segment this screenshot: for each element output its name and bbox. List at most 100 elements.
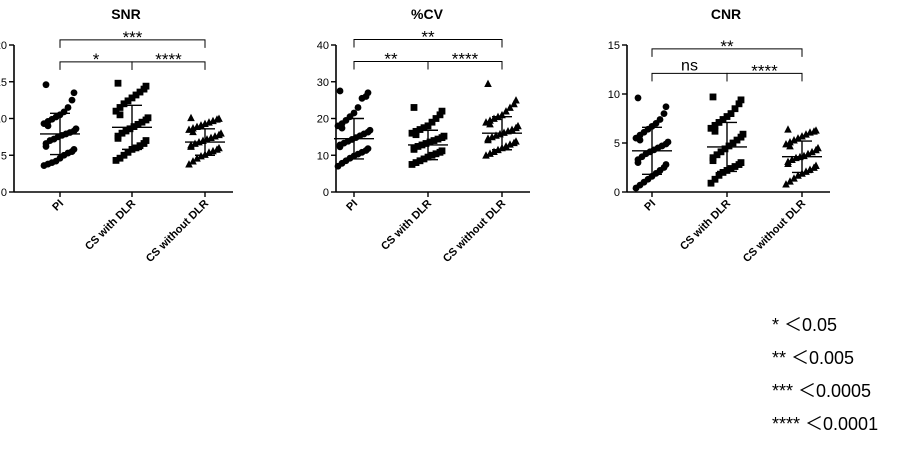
data-point <box>804 149 812 158</box>
data-point <box>514 121 522 130</box>
data-point <box>709 93 717 101</box>
data-point <box>112 156 120 164</box>
data-point <box>120 100 128 108</box>
data-point <box>656 116 664 123</box>
data-point <box>784 157 792 166</box>
data-point <box>132 144 140 152</box>
data-point <box>215 143 223 152</box>
significance-bracket <box>353 38 503 48</box>
x-tick-label: CS with DLR <box>678 198 733 253</box>
data-point <box>116 154 124 162</box>
data-point <box>711 175 719 183</box>
significance-legend: * ＜0.05 ** ＜0.005 *** ＜0.0005 **** ＜0.00… <box>772 312 878 444</box>
data-point <box>711 121 719 129</box>
chart-1: %CV 0 10 20 30 40 PI CS with DLR CS without DLR *… <box>317 6 530 265</box>
y-tick-label: 5 <box>614 138 620 150</box>
data-point <box>786 141 794 150</box>
y-tick-label: 0 <box>1 187 7 199</box>
data-point <box>440 132 448 140</box>
significance-bracket <box>427 61 503 70</box>
data-point <box>124 148 132 156</box>
data-point <box>118 129 126 137</box>
chart-title: %CV <box>411 6 444 22</box>
data-point <box>366 126 374 134</box>
legend-item-p0005: ** ＜0.005 <box>772 348 855 368</box>
data-point <box>364 145 372 153</box>
data-point <box>412 127 420 135</box>
data-point <box>217 129 225 137</box>
y-tick-label: 10 <box>0 114 7 126</box>
data-point <box>187 113 195 122</box>
data-point <box>116 104 124 111</box>
data-point <box>64 104 72 111</box>
significance-bracket <box>651 48 803 57</box>
data-point <box>802 130 810 138</box>
data-point <box>193 154 201 162</box>
data-point <box>798 132 806 140</box>
data-point <box>136 88 144 96</box>
data-point <box>189 157 197 165</box>
data-point <box>727 110 735 117</box>
y-tick-label: 20 <box>0 40 7 52</box>
data-point <box>808 147 816 156</box>
data-point <box>215 114 223 122</box>
data-point <box>662 161 670 168</box>
x-tick-label: PI <box>344 198 360 214</box>
data-point <box>364 89 372 97</box>
data-point <box>786 138 794 146</box>
data-point <box>719 169 727 176</box>
data-point <box>114 79 122 87</box>
x-tick-label: CS without DLR <box>741 198 808 265</box>
significance-bracket <box>651 72 728 82</box>
y-tick-label: 10 <box>317 150 329 162</box>
data-point <box>794 171 802 179</box>
data-point <box>731 105 739 113</box>
y-tick-label: 5 <box>1 150 7 162</box>
significance-bracket <box>726 72 803 82</box>
data-point <box>713 151 721 159</box>
data-point <box>120 151 128 159</box>
data-point <box>428 118 436 126</box>
chart-2: CNR 0 5 10 15 PI CS with DLR CS without DLR ** ns… <box>608 6 830 265</box>
data-point <box>142 137 150 144</box>
data-point <box>438 107 446 115</box>
chart-title: SNR <box>111 6 141 22</box>
data-point <box>782 139 790 148</box>
data-point <box>116 111 124 119</box>
significance-label: ns <box>681 57 698 74</box>
data-point <box>735 100 743 108</box>
data-point <box>739 130 747 138</box>
data-point <box>422 140 430 147</box>
data-point <box>721 145 729 153</box>
legend-item-p00005: *** ＜0.0005 <box>772 381 872 401</box>
data-point <box>727 165 735 172</box>
data-point <box>70 89 78 97</box>
data-point <box>786 177 794 185</box>
significance-label: ** <box>720 37 734 56</box>
significance-label: **** <box>155 50 182 69</box>
data-point <box>430 137 438 144</box>
data-point <box>416 157 424 165</box>
data-point <box>42 81 50 89</box>
data-point <box>132 91 140 99</box>
x-tick-label: CS without DLR <box>144 198 211 265</box>
data-point <box>112 107 120 115</box>
data-point <box>660 110 668 117</box>
x-tick-label: CS without DLR <box>441 198 508 265</box>
data-point <box>719 116 727 123</box>
data-point <box>711 127 719 135</box>
data-point <box>715 171 723 179</box>
data-point <box>408 161 416 168</box>
data-point <box>136 142 144 150</box>
data-point <box>731 163 739 170</box>
legend-item-p005: * ＜0.05 <box>772 315 838 335</box>
y-tick-label: 15 <box>0 77 7 89</box>
data-point <box>707 124 715 132</box>
data-point <box>142 82 150 90</box>
data-point <box>432 115 440 122</box>
data-point <box>725 142 733 150</box>
y-tick-label: 0 <box>614 187 620 199</box>
significance-label: **** <box>751 61 778 80</box>
